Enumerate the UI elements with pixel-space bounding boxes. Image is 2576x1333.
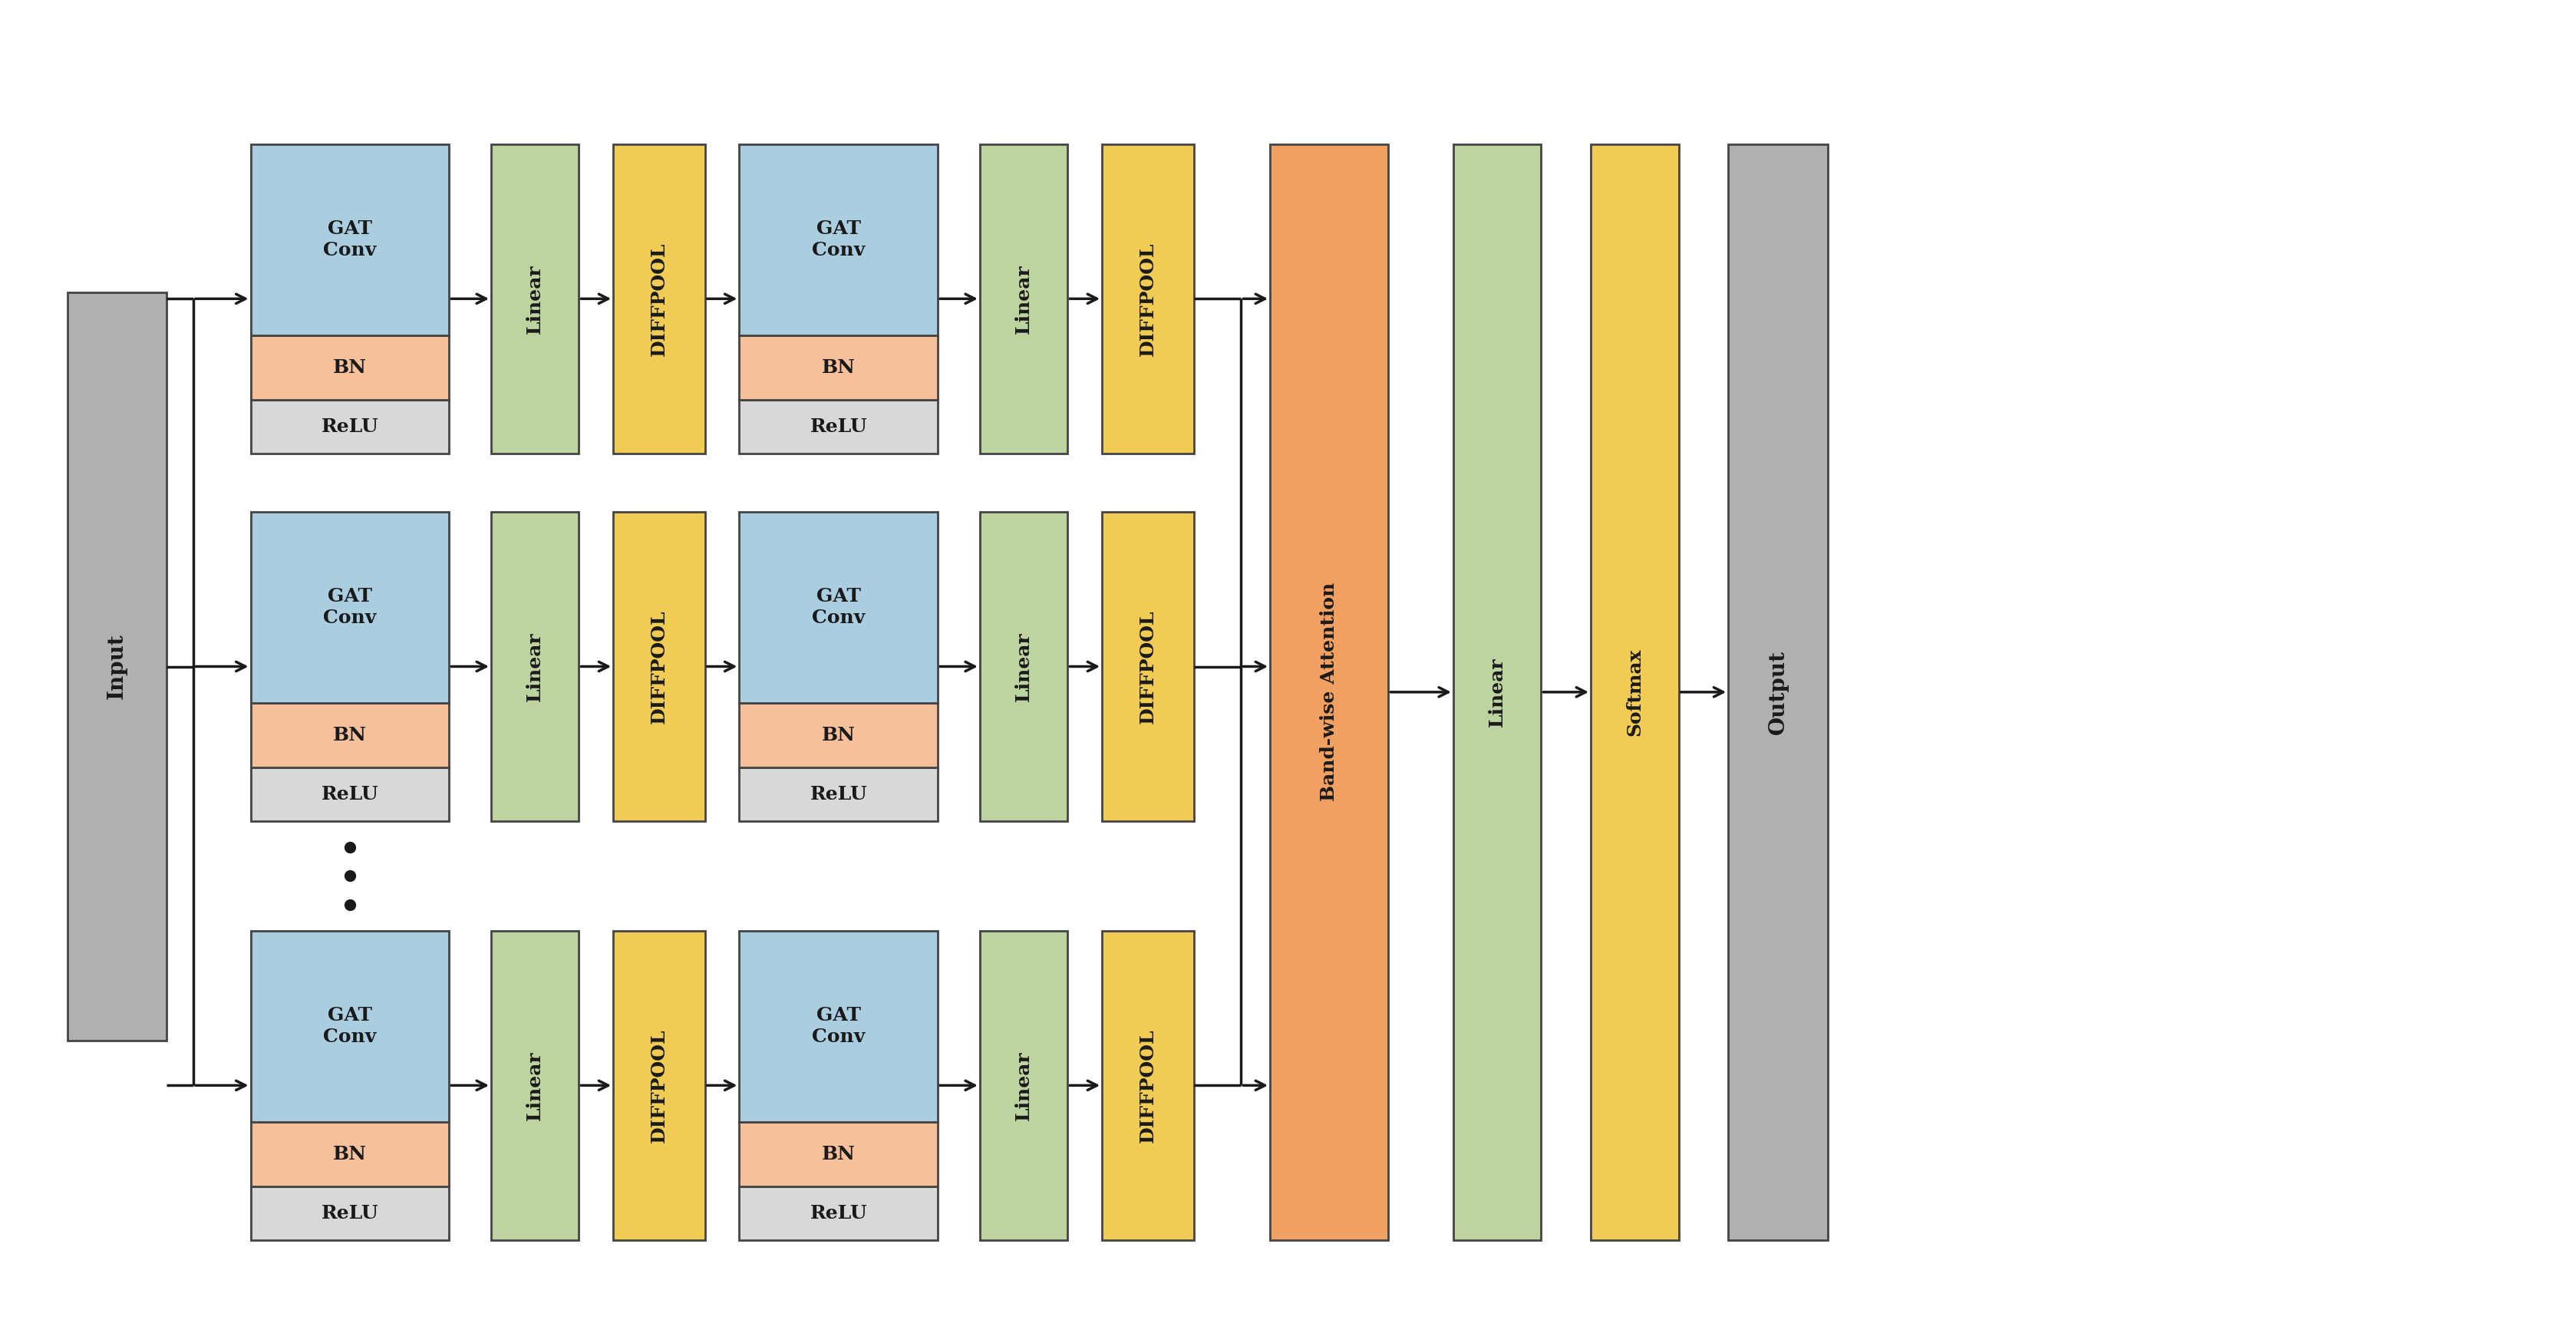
- Text: DIFFPOOL: DIFFPOOL: [649, 241, 667, 356]
- FancyBboxPatch shape: [250, 1121, 448, 1186]
- Text: GAT
Conv: GAT Conv: [322, 220, 376, 260]
- FancyBboxPatch shape: [1728, 144, 1826, 1240]
- Text: DIFFPOOL: DIFFPOOL: [649, 609, 667, 724]
- Text: Linear: Linear: [526, 264, 544, 333]
- Text: Linear: Linear: [1015, 264, 1033, 333]
- Text: Linear: Linear: [1015, 1050, 1033, 1120]
- FancyBboxPatch shape: [250, 930, 448, 1121]
- FancyBboxPatch shape: [1103, 930, 1193, 1240]
- FancyBboxPatch shape: [250, 400, 448, 453]
- Text: Linear: Linear: [1489, 657, 1507, 726]
- FancyBboxPatch shape: [250, 144, 448, 335]
- FancyBboxPatch shape: [739, 930, 938, 1121]
- Text: DIFFPOOL: DIFFPOOL: [1139, 241, 1157, 356]
- Text: Linear: Linear: [526, 1050, 544, 1120]
- Text: ReLU: ReLU: [809, 1204, 868, 1222]
- FancyBboxPatch shape: [613, 930, 706, 1240]
- FancyBboxPatch shape: [250, 1186, 448, 1240]
- FancyBboxPatch shape: [613, 144, 706, 453]
- FancyBboxPatch shape: [250, 702, 448, 768]
- Text: ReLU: ReLU: [809, 417, 868, 436]
- Text: GAT
Conv: GAT Conv: [322, 1006, 376, 1046]
- FancyBboxPatch shape: [1453, 144, 1540, 1240]
- FancyBboxPatch shape: [1270, 144, 1388, 1240]
- Text: GAT
Conv: GAT Conv: [811, 220, 866, 260]
- Text: DIFFPOOL: DIFFPOOL: [649, 1029, 667, 1142]
- Text: GAT
Conv: GAT Conv: [811, 1006, 866, 1046]
- Text: ReLU: ReLU: [809, 785, 868, 804]
- Text: ReLU: ReLU: [322, 1204, 379, 1222]
- FancyBboxPatch shape: [1103, 512, 1193, 821]
- FancyBboxPatch shape: [492, 930, 580, 1240]
- FancyBboxPatch shape: [739, 702, 938, 768]
- FancyBboxPatch shape: [250, 768, 448, 821]
- Text: Linear: Linear: [1015, 632, 1033, 701]
- FancyBboxPatch shape: [979, 930, 1066, 1240]
- FancyBboxPatch shape: [739, 1121, 938, 1186]
- Text: Linear: Linear: [526, 632, 544, 701]
- FancyBboxPatch shape: [492, 144, 580, 453]
- Text: GAT
Conv: GAT Conv: [811, 588, 866, 628]
- Text: BN: BN: [332, 359, 366, 377]
- FancyBboxPatch shape: [250, 512, 448, 702]
- FancyBboxPatch shape: [250, 335, 448, 400]
- FancyBboxPatch shape: [739, 512, 938, 702]
- FancyBboxPatch shape: [979, 144, 1066, 453]
- FancyBboxPatch shape: [67, 292, 167, 1041]
- Text: DIFFPOOL: DIFFPOOL: [1139, 609, 1157, 724]
- FancyBboxPatch shape: [1592, 144, 1680, 1240]
- Text: Band-wise Attention: Band-wise Attention: [1319, 583, 1340, 801]
- Text: BN: BN: [822, 359, 855, 377]
- Text: DIFFPOOL: DIFFPOOL: [1139, 1029, 1157, 1142]
- FancyBboxPatch shape: [739, 144, 938, 335]
- Text: BN: BN: [822, 1145, 855, 1164]
- FancyBboxPatch shape: [613, 512, 706, 821]
- Text: BN: BN: [332, 726, 366, 744]
- Text: ReLU: ReLU: [322, 785, 379, 804]
- Text: Softmax: Softmax: [1625, 648, 1643, 736]
- FancyBboxPatch shape: [739, 1186, 938, 1240]
- Text: BN: BN: [332, 1145, 366, 1164]
- FancyBboxPatch shape: [492, 512, 580, 821]
- FancyBboxPatch shape: [739, 335, 938, 400]
- FancyBboxPatch shape: [979, 512, 1066, 821]
- Text: Output: Output: [1767, 651, 1788, 734]
- Text: BN: BN: [822, 726, 855, 744]
- FancyBboxPatch shape: [739, 400, 938, 453]
- Text: ReLU: ReLU: [322, 417, 379, 436]
- Text: GAT
Conv: GAT Conv: [322, 588, 376, 628]
- FancyBboxPatch shape: [739, 768, 938, 821]
- FancyBboxPatch shape: [1103, 144, 1193, 453]
- Text: Input: Input: [106, 633, 126, 700]
